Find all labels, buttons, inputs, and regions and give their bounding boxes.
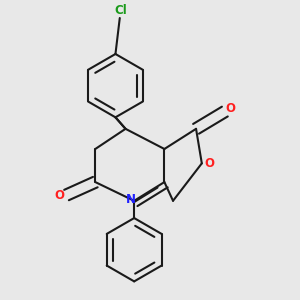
Text: O: O	[226, 102, 236, 115]
Text: O: O	[54, 188, 64, 202]
Text: O: O	[205, 157, 215, 170]
Text: N: N	[126, 193, 136, 206]
Text: Cl: Cl	[115, 4, 128, 17]
